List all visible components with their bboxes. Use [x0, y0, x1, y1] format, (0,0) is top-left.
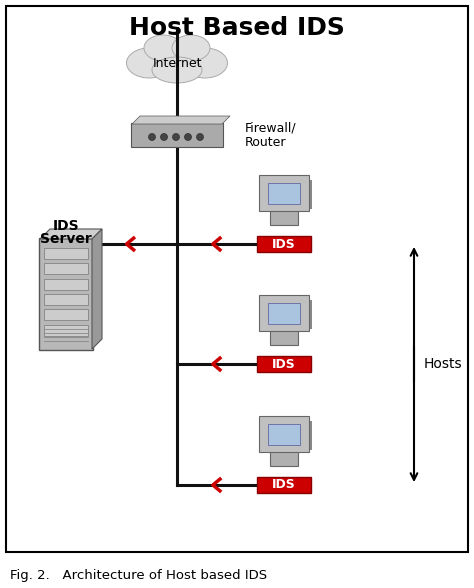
Text: IDS: IDS	[53, 219, 79, 233]
Bar	[44, 325, 88, 336]
Ellipse shape	[172, 35, 210, 61]
Bar	[44, 248, 88, 259]
Ellipse shape	[182, 48, 228, 78]
Text: Internet: Internet	[152, 56, 202, 69]
Circle shape	[148, 133, 155, 141]
Ellipse shape	[152, 57, 202, 83]
Bar	[257, 477, 311, 493]
Text: Hosts: Hosts	[424, 357, 463, 371]
Bar	[44, 279, 88, 290]
Circle shape	[184, 133, 191, 141]
Polygon shape	[92, 229, 102, 349]
Bar	[257, 236, 311, 252]
FancyBboxPatch shape	[259, 295, 309, 331]
Polygon shape	[40, 229, 102, 239]
Circle shape	[161, 133, 167, 141]
Bar	[44, 294, 88, 305]
Text: IDS: IDS	[272, 479, 296, 492]
Bar	[270, 209, 298, 225]
Text: Firewall/
Router: Firewall/ Router	[245, 121, 297, 149]
Bar	[267, 424, 301, 445]
Ellipse shape	[144, 35, 182, 61]
FancyBboxPatch shape	[131, 123, 223, 147]
Text: Fig. 2.   Architecture of Host based IDS: Fig. 2. Architecture of Host based IDS	[10, 570, 267, 583]
Bar	[44, 263, 88, 274]
Bar	[257, 356, 311, 372]
Ellipse shape	[145, 39, 210, 77]
Bar	[44, 309, 88, 320]
Bar	[307, 421, 312, 450]
FancyBboxPatch shape	[259, 416, 309, 452]
Circle shape	[197, 133, 203, 141]
Text: Server: Server	[40, 232, 92, 246]
Bar	[270, 450, 298, 466]
Text: IDS: IDS	[272, 358, 296, 370]
Circle shape	[173, 133, 180, 141]
Text: Host Based IDS: Host Based IDS	[129, 16, 345, 40]
Text: IDS: IDS	[272, 238, 296, 250]
Bar	[267, 303, 301, 324]
FancyBboxPatch shape	[259, 175, 309, 211]
Bar	[307, 180, 312, 209]
Polygon shape	[132, 116, 230, 124]
FancyBboxPatch shape	[39, 238, 93, 350]
Bar	[270, 329, 298, 345]
Bar	[267, 183, 301, 204]
Ellipse shape	[127, 48, 172, 78]
Bar	[307, 300, 312, 329]
